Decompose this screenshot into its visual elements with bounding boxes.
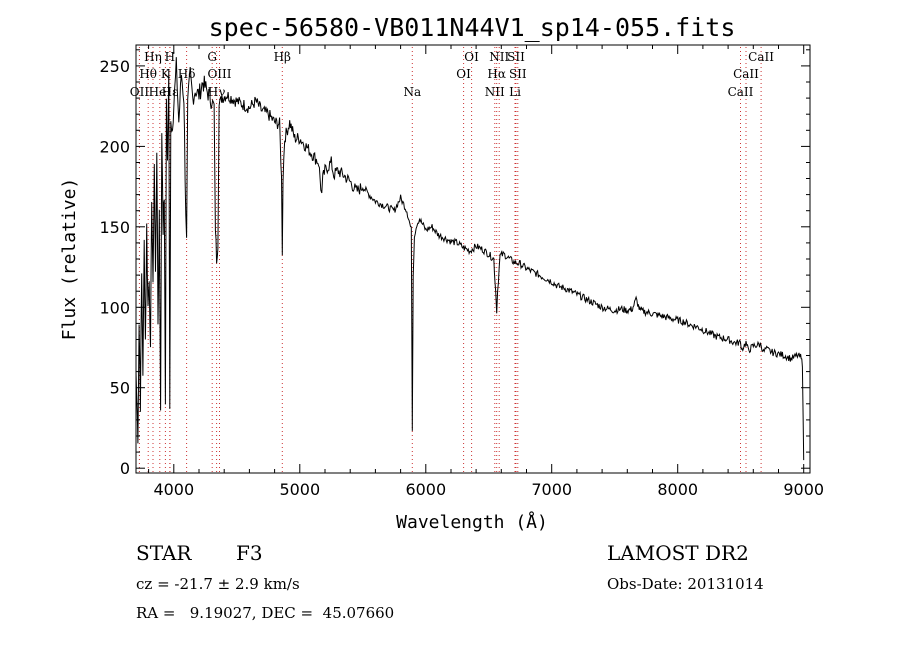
- spectral-line-label: Na: [403, 85, 421, 99]
- x-tick-label: 7000: [531, 480, 572, 499]
- spectral-line-label: OI: [456, 67, 471, 81]
- x-axis-label: Wavelength (Å): [396, 511, 548, 533]
- y-tick-label: 150: [99, 218, 130, 237]
- spectral-line-label: OIII: [207, 67, 231, 81]
- coordinates-readout: RA = 9.19027, DEC = 45.07660: [136, 604, 395, 622]
- plot-frame: [135, 44, 811, 474]
- spectral-line-label: Hη: [144, 50, 162, 64]
- x-tick-label: 4000: [153, 480, 194, 499]
- spectral-line-label: OII: [130, 85, 150, 99]
- x-tick-label: 6000: [405, 480, 446, 499]
- spectral-line-label: OI: [464, 50, 479, 64]
- y-axis-label: Flux (relative): [59, 178, 80, 341]
- spectral-line-label: Hα: [487, 67, 506, 81]
- spectral-line-label: Hε: [162, 85, 179, 99]
- y-tick-label: 50: [110, 379, 130, 398]
- spectral-line-label: SII: [507, 50, 525, 64]
- spectral-line-label: K: [161, 67, 171, 81]
- spectral-line-label: CaII: [733, 67, 759, 81]
- spectral-line-label: CaII: [748, 50, 774, 64]
- chart-title: spec-56580-VB011N44V1_sp14-055.fits: [209, 13, 736, 42]
- x-tick-label: 9000: [783, 480, 824, 499]
- redshift-readout: cz = -21.7 ± 2.9 km/s: [136, 575, 300, 593]
- spectral-line-label: SII: [509, 67, 527, 81]
- spectral-line-label: H: [165, 50, 175, 64]
- y-tick-label: 200: [99, 137, 130, 156]
- y-tick-label: 250: [99, 57, 130, 76]
- spectral-line-label: Hθ: [139, 67, 157, 81]
- y-tick-label: 100: [99, 298, 130, 317]
- spectral-subclass: F3: [236, 541, 263, 565]
- axis-ticks: 4000 5000 6000 7000 8000 9000 0 50 100 150 200 250: [99, 45, 824, 499]
- object-type: STAR: [136, 541, 192, 565]
- spectral-line-label: NII: [489, 50, 509, 64]
- x-tick-label: 5000: [279, 480, 320, 499]
- spectral-line-label: G: [207, 50, 217, 64]
- spectral-line-label: Li: [509, 85, 521, 99]
- spectral-line-label: Hγ: [208, 85, 226, 99]
- x-tick-label: 8000: [657, 480, 698, 499]
- spectral-line-label: HeI: [149, 85, 172, 99]
- spectral-line-label: NII: [485, 85, 505, 99]
- spectrum-line: [135, 57, 805, 461]
- survey-label: LAMOST DR2: [607, 541, 749, 565]
- spectral-line-label: Hβ: [274, 50, 291, 64]
- observation-date: Obs-Date: 20131014: [607, 575, 764, 593]
- spectral-line-label: CaII: [728, 85, 754, 99]
- spectral-line-label: Hδ: [178, 67, 196, 81]
- y-tick-label: 0: [120, 459, 130, 478]
- spectral-line-markers: [138, 47, 762, 473]
